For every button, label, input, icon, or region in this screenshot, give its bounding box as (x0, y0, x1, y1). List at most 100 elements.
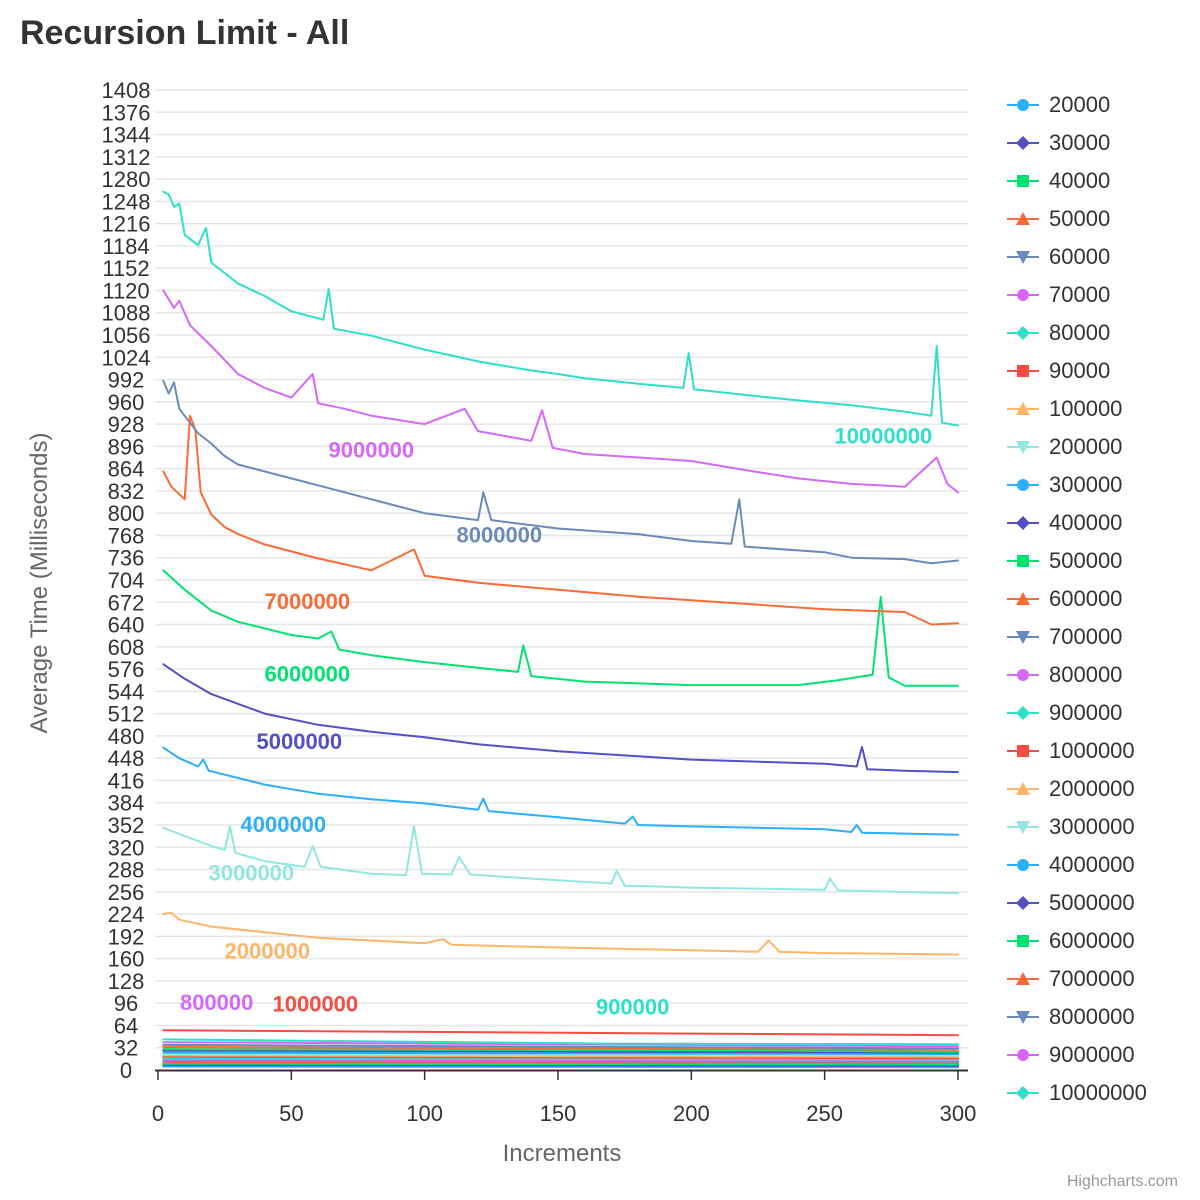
legend-label: 700000 (1049, 624, 1123, 649)
legend-label: 8000000 (1049, 1004, 1135, 1029)
series-line-5000000 (162, 663, 959, 774)
series-annotation: 800000 (180, 990, 253, 1015)
series-annotation: 9000000 (329, 438, 415, 463)
series-line-4000000 (162, 746, 959, 836)
x-tick-label: 100 (406, 1101, 443, 1126)
series-line-6000000 (162, 569, 959, 687)
y-tick-label: 224 (108, 902, 145, 927)
legend-item-60000[interactable]: 60000 (1005, 238, 1195, 276)
legend-item-10000000[interactable]: 10000000 (1005, 1074, 1195, 1112)
legend-item-90000[interactable]: 90000 (1005, 352, 1195, 390)
legend-item-9000000[interactable]: 9000000 (1005, 1036, 1195, 1074)
series-annotation: 5000000 (257, 729, 343, 754)
y-tick-label: 800 (108, 501, 145, 526)
series-annotation: 8000000 (457, 522, 543, 547)
legend-item-40000[interactable]: 40000 (1005, 162, 1195, 200)
y-tick-label: 896 (108, 434, 145, 459)
legend-label: 40000 (1049, 168, 1111, 193)
legend-item-50000[interactable]: 50000 (1005, 200, 1195, 238)
y-tick-label: 1344 (102, 123, 151, 148)
legend-label: 100000 (1049, 396, 1123, 421)
series-line-50000 (162, 1061, 959, 1064)
y-tick-label: 96 (114, 991, 138, 1016)
y-tick-label: 576 (108, 657, 145, 682)
circle-marker-icon (1007, 479, 1039, 491)
legend-item-20000[interactable]: 20000 (1005, 86, 1195, 124)
legend-item-70000[interactable]: 70000 (1005, 276, 1195, 314)
triangle-marker-icon (1007, 782, 1039, 795)
y-tick-label: 608 (108, 635, 145, 660)
series-line-600000 (162, 1046, 959, 1051)
legend-label: 10000000 (1049, 1080, 1147, 1105)
legend-item-300000[interactable]: 300000 (1005, 466, 1195, 504)
y-tick-label: 512 (108, 702, 145, 727)
y-tick-label: 384 (108, 791, 145, 816)
legend-label: 70000 (1049, 282, 1111, 307)
y-tick-label: 192 (108, 924, 145, 949)
legend-label: 4000000 (1049, 852, 1135, 877)
legend-item-4000000[interactable]: 4000000 (1005, 846, 1195, 884)
legend-label: 5000000 (1049, 890, 1135, 915)
legend-item-1000000[interactable]: 1000000 (1005, 732, 1195, 770)
y-tick-label: 1408 (102, 78, 151, 103)
legend-item-3000000[interactable]: 3000000 (1005, 808, 1195, 846)
series-annotation: 900000 (596, 994, 669, 1019)
y-tick-label: 128 (108, 969, 145, 994)
legend-item-7000000[interactable]: 7000000 (1005, 960, 1195, 998)
legend-item-80000[interactable]: 80000 (1005, 314, 1195, 352)
legend-item-100000[interactable]: 100000 (1005, 390, 1195, 428)
y-tick-label: 1120 (102, 278, 149, 303)
x-tick-label: 300 (940, 1101, 977, 1126)
legend-item-800000[interactable]: 800000 (1005, 656, 1195, 694)
y-tick-label: 1152 (102, 256, 149, 281)
triangle-down-marker-icon (1007, 1011, 1039, 1024)
circle-marker-icon (1007, 859, 1039, 871)
legend-item-2000000[interactable]: 2000000 (1005, 770, 1195, 808)
triangle-marker-icon (1007, 402, 1039, 415)
chart-title: Recursion Limit - All (20, 14, 350, 52)
series-annotation: 7000000 (265, 589, 351, 614)
series-line-1000000 (162, 1029, 959, 1037)
series-annotation: 6000000 (265, 662, 351, 687)
y-tick-label: 416 (108, 768, 145, 793)
circle-marker-icon (1007, 1049, 1039, 1061)
legend-item-200000[interactable]: 200000 (1005, 428, 1195, 466)
series-line-700000 (162, 1043, 959, 1050)
legend-label: 50000 (1049, 206, 1111, 231)
legend-label: 6000000 (1049, 928, 1135, 953)
triangle-marker-icon (1007, 972, 1039, 985)
legend-item-500000[interactable]: 500000 (1005, 542, 1195, 580)
y-tick-label: 480 (108, 724, 145, 749)
triangle-down-marker-icon (1007, 821, 1039, 834)
y-tick-label: 736 (108, 546, 145, 571)
y-tick-label: 352 (108, 813, 145, 838)
diamond-marker-icon (1007, 326, 1039, 340)
series-line-300000 (162, 1051, 959, 1055)
series-line-10000000 (162, 190, 959, 427)
legend-item-30000[interactable]: 30000 (1005, 124, 1195, 162)
legend-label: 7000000 (1049, 966, 1135, 991)
y-tick-label: 1024 (102, 345, 151, 370)
diamond-marker-icon (1007, 896, 1039, 910)
legend-item-5000000[interactable]: 5000000 (1005, 884, 1195, 922)
y-tick-label: 32 (114, 1036, 138, 1061)
diamond-marker-icon (1007, 516, 1039, 530)
legend-item-8000000[interactable]: 8000000 (1005, 998, 1195, 1036)
legend-item-400000[interactable]: 400000 (1005, 504, 1195, 542)
y-tick-label: 928 (108, 412, 145, 437)
legend-label: 600000 (1049, 586, 1123, 611)
circle-marker-icon (1007, 669, 1039, 681)
square-marker-icon (1007, 555, 1039, 567)
legend-item-600000[interactable]: 600000 (1005, 580, 1195, 618)
legend-label: 60000 (1049, 244, 1111, 269)
credits-link[interactable]: Highcharts.com (1066, 1173, 1178, 1190)
y-tick-label: 768 (108, 523, 145, 548)
circle-marker-icon (1007, 99, 1039, 111)
square-marker-icon (1007, 935, 1039, 947)
legend-label: 2000000 (1049, 776, 1135, 801)
legend-item-6000000[interactable]: 6000000 (1005, 922, 1195, 960)
legend-item-700000[interactable]: 700000 (1005, 618, 1195, 656)
legend-item-900000[interactable]: 900000 (1005, 694, 1195, 732)
diamond-marker-icon (1007, 1086, 1039, 1100)
